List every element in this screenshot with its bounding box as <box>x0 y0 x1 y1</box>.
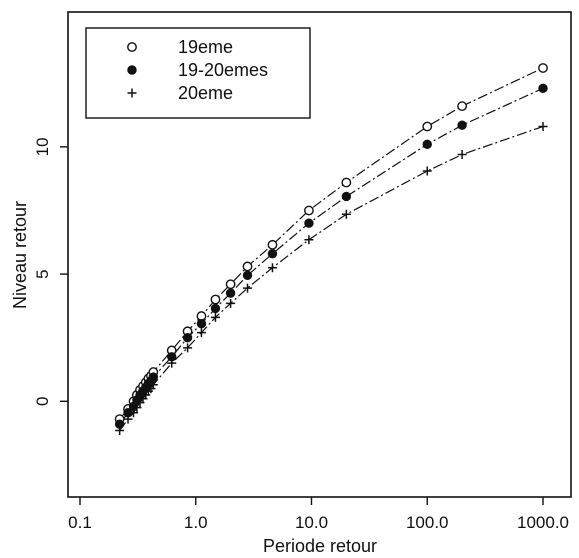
data-point-series-2 <box>267 249 278 259</box>
legend-label-1: 19eme <box>178 37 233 57</box>
legend-marker-3 <box>127 88 137 98</box>
x-tick-label: 100.0 <box>406 513 449 532</box>
series-line-2 <box>119 87 544 425</box>
y-tick-label: 10 <box>33 137 52 156</box>
data-point-series-3 <box>243 283 253 293</box>
x-tick-label: 10.0 <box>295 513 328 532</box>
data-point-series-3 <box>267 263 277 273</box>
data-point-series-3 <box>304 235 314 245</box>
x-tick-label: 1000.0 <box>517 513 569 532</box>
data-point-series-1 <box>457 101 467 112</box>
data-point-series-3 <box>183 343 193 353</box>
data-point-series-2 <box>422 139 432 150</box>
x-axis-title: Periode retour <box>263 536 377 556</box>
data-point-series-2 <box>304 218 314 228</box>
x-tick-label: 1.0 <box>184 513 208 532</box>
y-axis-title: Niveau retour <box>10 201 30 309</box>
data-point-series-3 <box>132 403 142 413</box>
data-point-series-3 <box>210 312 220 322</box>
legend: 19eme 19-20emes 20eme <box>85 27 311 119</box>
data-point-series-1 <box>538 63 548 73</box>
data-point-series-3 <box>457 149 467 159</box>
series-lines <box>119 67 544 431</box>
series-line-3 <box>119 125 544 431</box>
series-markers <box>114 63 548 436</box>
data-point-series-2 <box>225 288 236 298</box>
data-point-series-1 <box>422 121 433 132</box>
data-point-series-3 <box>123 414 133 424</box>
data-point-series-2 <box>341 191 352 202</box>
series-line-1 <box>119 67 544 420</box>
data-point-series-1 <box>210 294 221 305</box>
data-point-series-3 <box>341 209 351 219</box>
data-point-series-3 <box>226 298 236 308</box>
plot-frame <box>67 11 572 498</box>
data-point-series-3 <box>538 122 548 132</box>
data-point-series-2 <box>538 83 548 94</box>
legend-label-3: 20eme <box>178 83 233 103</box>
data-point-series-1 <box>341 177 352 188</box>
data-point-series-1 <box>304 205 314 216</box>
data-point-series-1 <box>242 261 253 272</box>
data-point-series-3 <box>422 166 432 176</box>
y-tick-label: 0 <box>33 397 52 406</box>
data-point-series-2 <box>242 270 253 281</box>
y-tick-label: 5 <box>33 269 52 278</box>
data-point-series-3 <box>129 408 139 418</box>
data-point-series-3 <box>167 358 177 368</box>
data-point-series-3 <box>148 380 158 390</box>
data-point-series-3 <box>196 328 206 338</box>
data-point-series-3 <box>115 426 125 436</box>
legend-label-2: 19-20emes <box>178 60 268 80</box>
data-point-series-2 <box>182 332 193 343</box>
data-point-series-1 <box>267 239 278 250</box>
data-point-series-2 <box>210 303 221 314</box>
legend-marker-1 <box>127 42 137 52</box>
data-point-series-2 <box>457 120 467 130</box>
data-point-series-1 <box>225 279 236 290</box>
data-point-series-2 <box>196 318 207 329</box>
axis-ticks: 0.1 1.0 10.0 100.0 1000.0 0 5 10 <box>33 137 569 532</box>
legend-box <box>85 27 311 119</box>
legend-marker-2 <box>127 65 137 75</box>
data-point-series-2 <box>148 372 159 382</box>
x-tick-label: 0.1 <box>68 513 92 532</box>
